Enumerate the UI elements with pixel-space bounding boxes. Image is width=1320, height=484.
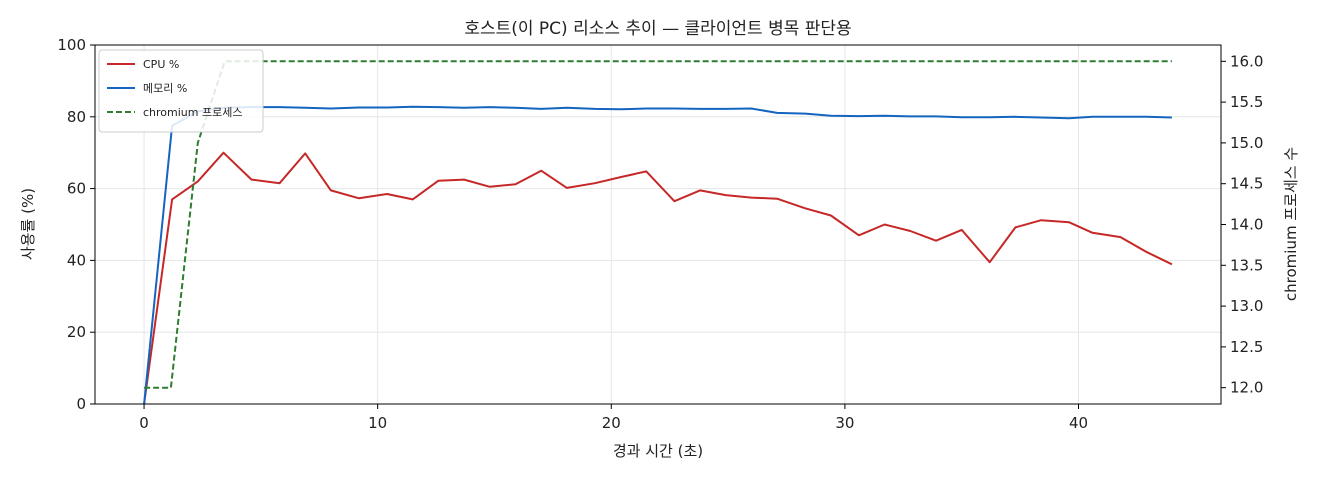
y2-tick-label: 12.5	[1230, 338, 1263, 356]
y2-tick-label: 14.0	[1230, 216, 1263, 234]
y2-tick-label: 13.5	[1230, 256, 1263, 274]
y-tick-label: 60	[67, 180, 86, 198]
legend-label: 메모리 %	[143, 82, 187, 95]
y2-tick-label: 13.0	[1230, 297, 1263, 315]
x-axis-label: 경과 시간 (초)	[613, 442, 703, 460]
y-tick-label: 0	[76, 395, 86, 413]
legend-box	[98, 49, 264, 133]
y2-tick-label: 12.0	[1230, 379, 1263, 397]
x-tick-label: 20	[602, 414, 621, 432]
legend-label: chromium 프로세스	[143, 106, 242, 119]
series-line	[143, 105, 1172, 405]
legend-label: CPU %	[143, 58, 179, 71]
y2-axis-label: chromium 프로세스 수	[1282, 147, 1300, 301]
x-tick-label: 30	[835, 414, 854, 432]
x-tick-label: 40	[1069, 414, 1088, 432]
x-tick-label: 0	[139, 414, 149, 432]
chart-title: 호스트(이 PC) 리소스 추이 — 클라이언트 병목 판단용	[464, 19, 851, 39]
series-line	[143, 151, 1173, 405]
x-tick-label: 10	[368, 414, 387, 432]
y2-tick-label: 15.5	[1230, 93, 1263, 111]
y-axis-label: 사용률 (%)	[19, 188, 37, 260]
y-tick-label: 40	[67, 251, 86, 269]
series-line	[144, 60, 1172, 389]
y-axis-left: 0 20 40 60 80 100	[57, 36, 95, 413]
x-axis: 0 10 20 30 40	[139, 404, 1088, 432]
y2-tick-label: 15.0	[1230, 134, 1263, 152]
legend: CPU % 메모리 % chromium 프로세스	[98, 49, 264, 133]
y-axis-right: 12.0 12.5 13.0 13.5 14.0 14.5 15.0 15.5 16.0	[1221, 52, 1263, 397]
y-tick-label: 20	[67, 323, 86, 341]
series-layer	[143, 60, 1173, 405]
y2-tick-label: 14.5	[1230, 175, 1263, 193]
y-tick-label: 100	[57, 36, 86, 54]
y-tick-label: 80	[67, 108, 86, 126]
y2-tick-label: 16.0	[1230, 52, 1263, 70]
